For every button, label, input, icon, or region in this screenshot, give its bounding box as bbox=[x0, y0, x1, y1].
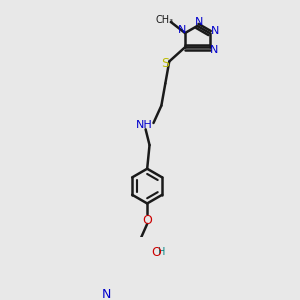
Text: H: H bbox=[158, 248, 165, 257]
Text: CH₃: CH₃ bbox=[155, 15, 174, 25]
Text: S: S bbox=[161, 57, 169, 70]
Text: N: N bbox=[209, 45, 218, 55]
Text: N: N bbox=[211, 26, 219, 36]
Text: N: N bbox=[102, 288, 112, 300]
Text: N: N bbox=[195, 17, 203, 27]
Text: O: O bbox=[142, 214, 152, 226]
Text: O: O bbox=[151, 246, 161, 259]
Text: NH: NH bbox=[136, 120, 152, 130]
Text: N: N bbox=[178, 25, 186, 35]
